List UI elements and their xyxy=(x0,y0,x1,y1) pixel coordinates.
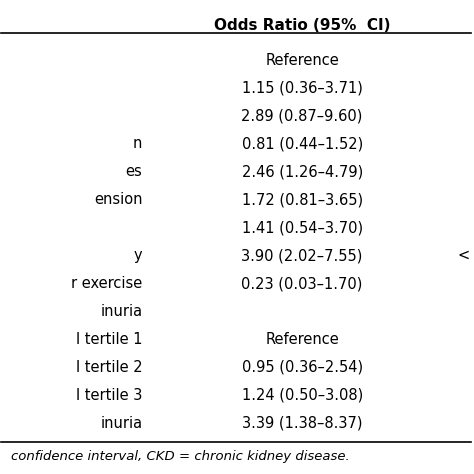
Text: es: es xyxy=(126,164,142,179)
Text: l tertile 1: l tertile 1 xyxy=(76,332,142,347)
Text: 3.90 (2.02–7.55): 3.90 (2.02–7.55) xyxy=(241,248,363,263)
Text: inuria: inuria xyxy=(100,304,142,319)
Text: ension: ension xyxy=(94,192,142,207)
Text: Odds Ratio (95%  CI): Odds Ratio (95% CI) xyxy=(214,18,391,33)
Text: 1.15 (0.36–3.71): 1.15 (0.36–3.71) xyxy=(242,81,363,96)
Text: 1.72 (0.81–3.65): 1.72 (0.81–3.65) xyxy=(242,192,363,207)
Text: <: < xyxy=(457,248,470,263)
Text: Reference: Reference xyxy=(265,332,339,347)
Text: 2.46 (1.26–4.79): 2.46 (1.26–4.79) xyxy=(242,164,363,179)
Text: 3.39 (1.38–8.37): 3.39 (1.38–8.37) xyxy=(242,416,363,431)
Text: l tertile 3: l tertile 3 xyxy=(76,388,142,403)
Text: y: y xyxy=(134,248,142,263)
Text: 2.89 (0.87–9.60): 2.89 (0.87–9.60) xyxy=(241,109,363,124)
Text: confidence interval, CKD = chronic kidney disease.: confidence interval, CKD = chronic kidne… xyxy=(11,450,349,463)
Text: inuria: inuria xyxy=(100,416,142,431)
Text: 1.41 (0.54–3.70): 1.41 (0.54–3.70) xyxy=(242,220,363,235)
Text: Reference: Reference xyxy=(265,53,339,68)
Text: 1.24 (0.50–3.08): 1.24 (0.50–3.08) xyxy=(242,388,363,403)
Text: 0.81 (0.44–1.52): 0.81 (0.44–1.52) xyxy=(242,137,363,151)
Text: n: n xyxy=(133,137,142,151)
Text: 0.23 (0.03–1.70): 0.23 (0.03–1.70) xyxy=(241,276,363,291)
Text: l tertile 2: l tertile 2 xyxy=(76,360,142,375)
Text: r exercise: r exercise xyxy=(71,276,142,291)
Text: 0.95 (0.36–2.54): 0.95 (0.36–2.54) xyxy=(242,360,363,375)
